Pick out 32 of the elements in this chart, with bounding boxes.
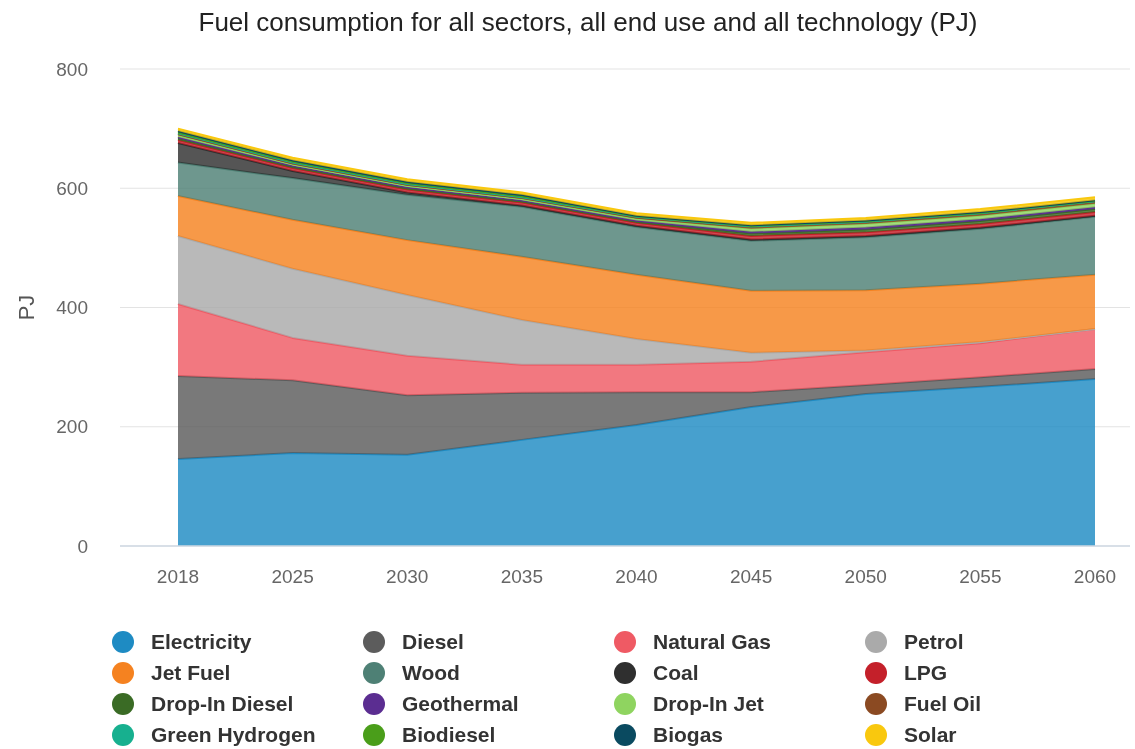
x-tick-label: 2030 (386, 566, 429, 587)
legend-label: Drop-In Jet (653, 692, 764, 716)
legend-label: Biodiesel (402, 723, 496, 747)
legend-label: LPG (904, 661, 948, 685)
legend-label: Diesel (402, 630, 464, 654)
y-tick-label: 200 (56, 416, 88, 438)
legend-label: Fuel Oil (904, 692, 982, 716)
legend-label: Jet Fuel (151, 661, 231, 685)
legend-label: Coal (653, 661, 699, 685)
x-tick-label: 2050 (844, 566, 887, 587)
legend-label: Electricity (151, 630, 252, 654)
y-tick-label: 400 (56, 297, 88, 319)
legend-label: Biogas (653, 723, 724, 747)
legend-label: Geothermal (402, 692, 519, 716)
y-tick-label: 600 (56, 177, 88, 199)
y-tick-label: 800 (56, 58, 88, 80)
legend-label: Wood (402, 661, 460, 685)
chart-title: Fuel consumption for all sectors, all end use and all technology (PJ) (198, 7, 978, 37)
legend-label: Petrol (904, 630, 964, 654)
legend-label: Natural Gas (653, 630, 771, 654)
legend-label: Green Hydrogen (151, 723, 316, 747)
x-tick-label: 2060 (1073, 566, 1117, 587)
y-tick-label: 0 (77, 535, 88, 557)
x-tick-label: 2055 (959, 566, 1002, 587)
y-axis-title: PJ (14, 294, 39, 321)
x-tick-label: 2018 (156, 566, 200, 587)
x-tick-label: 2035 (500, 566, 544, 587)
legend-label: Drop-In Diesel (151, 692, 294, 716)
x-tick-label: 2025 (271, 566, 314, 587)
x-tick-label: 2040 (615, 566, 658, 587)
x-tick-label: 2045 (729, 566, 773, 587)
legend-label: Solar (904, 723, 957, 747)
